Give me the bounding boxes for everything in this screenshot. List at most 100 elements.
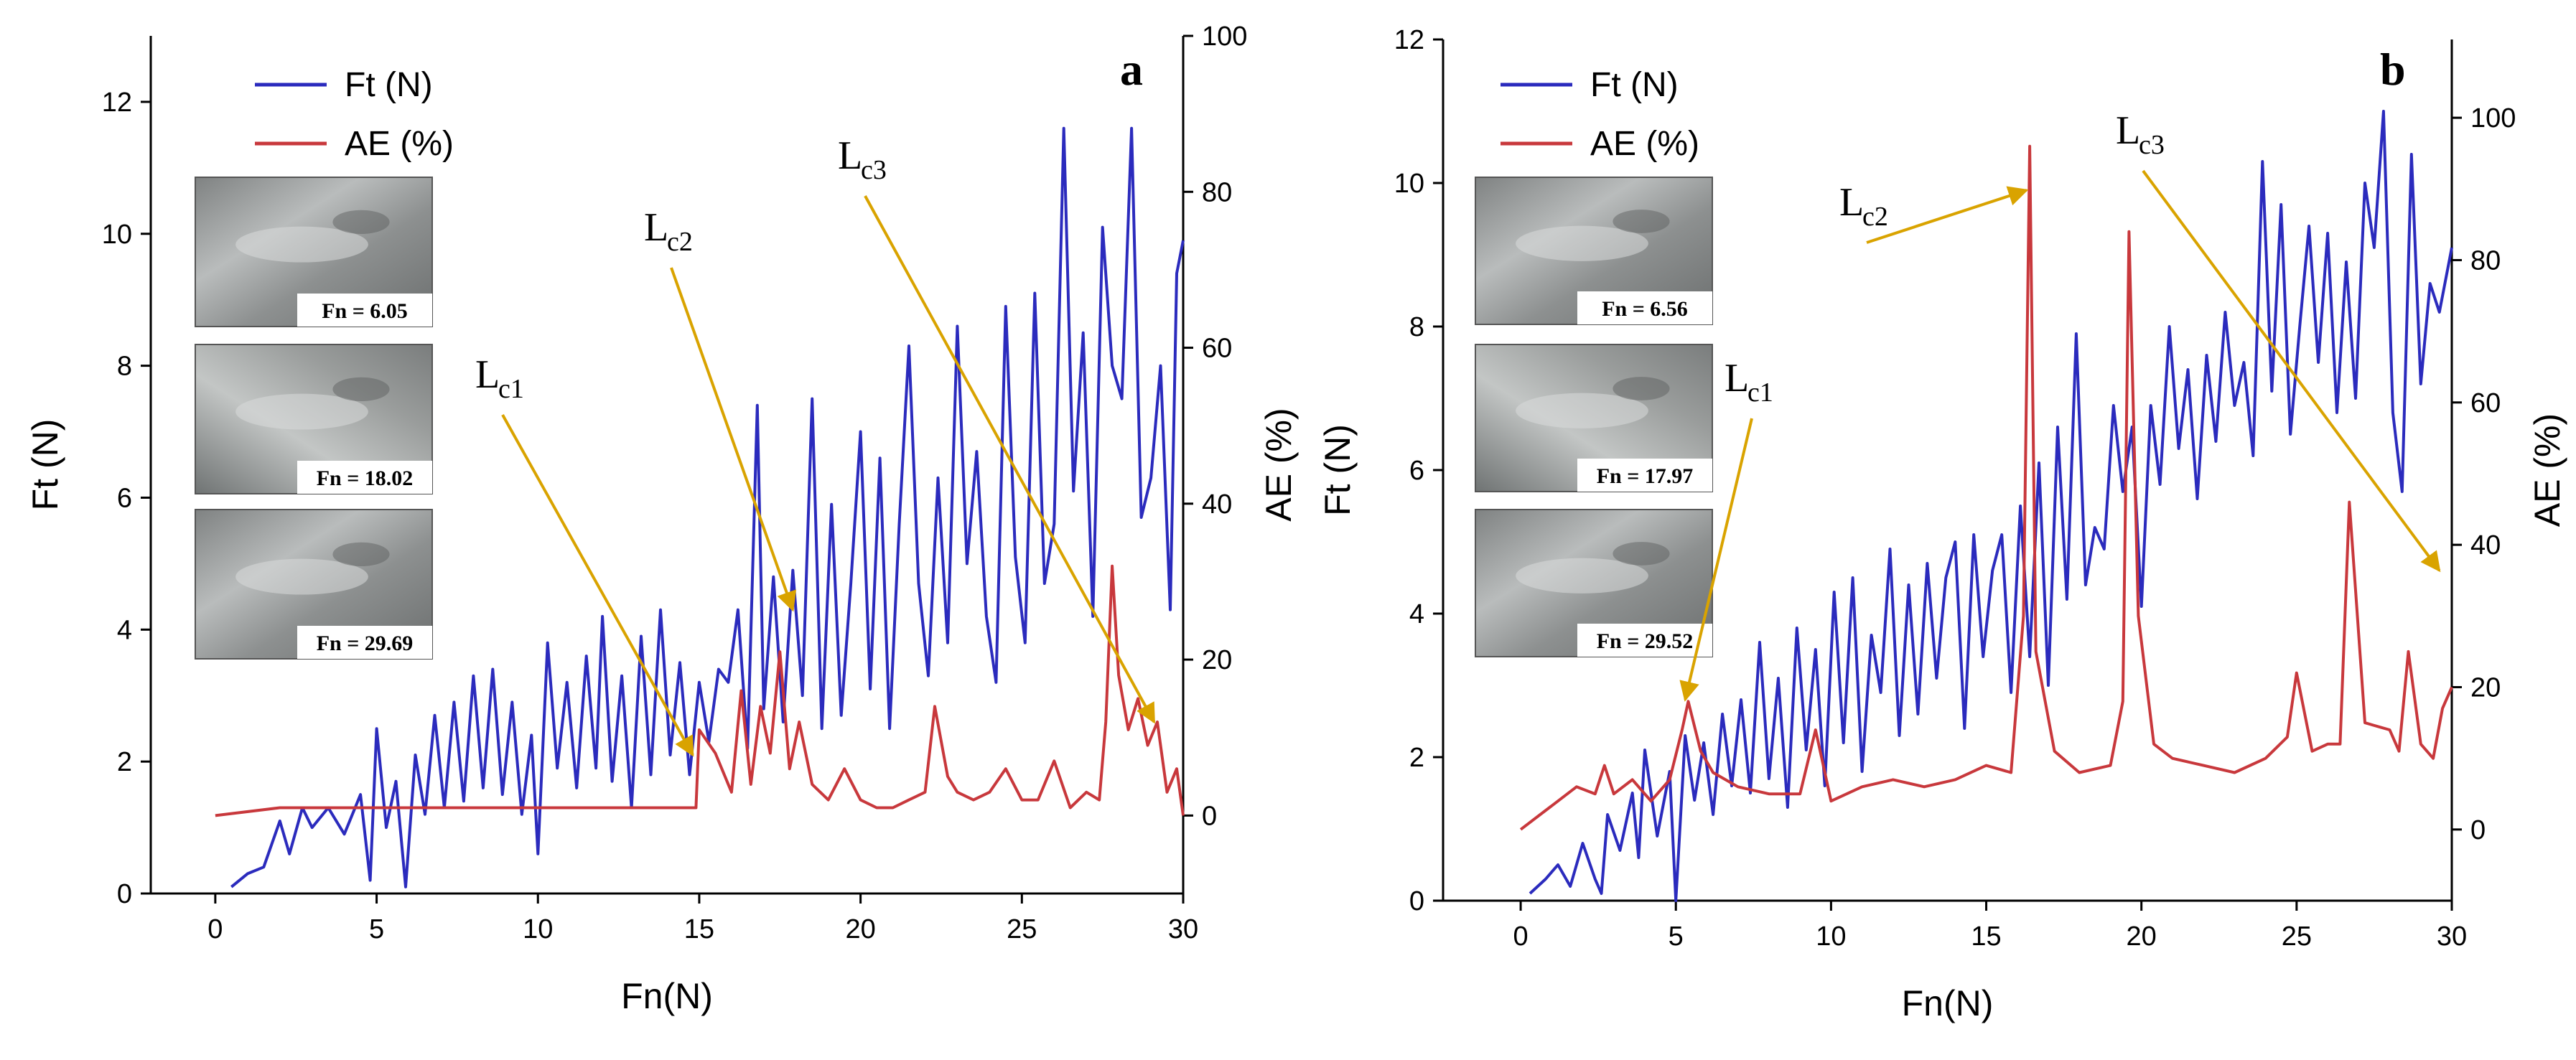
annotation-main: L	[1725, 356, 1749, 400]
annotation-main: L	[644, 205, 668, 250]
y-right-tick-label: 40	[1202, 489, 1232, 520]
y-right-tick-label: 0	[1202, 801, 1217, 831]
y-left-tick-label: 6	[117, 483, 132, 513]
micrograph-shadow	[332, 210, 390, 235]
micrograph-scratch	[235, 558, 368, 595]
panel-b-series	[1519, 110, 2453, 902]
panel-a-axes: 0 5 10 15 20 25 30 0 2 4 6 8 10 12 0 20 40 60 80 100 Fn(N) Ft…	[25, 22, 1299, 1016]
panel-b-letter: b	[2380, 44, 2406, 95]
micrograph-shadow	[1613, 542, 1670, 566]
ft-series-line	[1529, 110, 2453, 902]
y-left-tick-label: 4	[117, 615, 132, 645]
y-left-tick-label: 12	[102, 88, 132, 118]
micrograph-scratch	[1516, 225, 1648, 261]
critical-load-annotation: Lc3	[838, 133, 1156, 724]
micrograph-inset: Fn = 29.69	[195, 509, 433, 660]
annotation-arrow	[501, 414, 694, 757]
y-right-axis-label: AE (%)	[2527, 413, 2567, 527]
legend-ae-label: AE (%)	[1590, 125, 1699, 163]
annotation-arrow	[670, 267, 797, 612]
micrograph-scratch	[1516, 558, 1648, 594]
micrograph-label-bg	[297, 294, 432, 327]
micrograph-label: Fn = 17.97	[1597, 464, 1694, 488]
panel-a-insets: Fn = 6.05 Fn = 18.02 Fn = 29.69	[195, 177, 433, 660]
y-right-tick-label: 80	[1202, 177, 1232, 207]
panel-b-axes: 0 5 10 15 20 25 30 0 2 4 6 8 10 12 0 20 40 60 80 100 Fn(N) Ft…	[1317, 25, 2567, 1023]
y-left-tick-label: 6	[1409, 456, 1424, 486]
x-tick-label: 10	[523, 914, 553, 944]
y-left-tick-label: 0	[1409, 886, 1424, 916]
x-tick-label: 0	[1513, 921, 1529, 952]
x-tick-label: 25	[1007, 914, 1037, 944]
y-left-tick-label: 2	[1409, 743, 1424, 773]
y-left-tick-label: 10	[102, 220, 132, 250]
y-left-axis-label: Ft (N)	[25, 419, 65, 511]
x-tick-label: 30	[1168, 914, 1198, 944]
y-right-tick-label: 60	[2470, 388, 2501, 418]
x-tick-label: 15	[1971, 921, 2001, 952]
micrograph-label-bg	[1577, 459, 1712, 492]
annotation-arrow	[1866, 186, 2029, 244]
annotation-sub: c3	[861, 155, 887, 185]
y-right-tick-label: 100	[2470, 103, 2516, 133]
annotation-main: L	[475, 352, 500, 397]
y-right-tick-label: 40	[2470, 530, 2501, 561]
y-left-tick-label: 2	[117, 747, 132, 777]
annotation-sub: c1	[1747, 377, 1773, 408]
annotation-sub: c1	[498, 374, 524, 404]
micrograph-label: Fn = 6.56	[1602, 297, 1688, 321]
micrograph-label-bg	[297, 461, 432, 494]
annotation-sub: c2	[667, 227, 693, 257]
y-left-tick-label: 0	[117, 879, 132, 909]
micrograph-inset: Fn = 18.02	[195, 344, 433, 494]
x-tick-label: 30	[2437, 921, 2467, 952]
x-tick-label: 5	[369, 914, 384, 944]
y-right-tick-label: 100	[1202, 22, 1247, 52]
micrograph-label: Fn = 6.05	[322, 299, 408, 323]
annotation-main: L	[838, 133, 862, 178]
y-right-tick-label: 60	[1202, 334, 1232, 364]
micrograph-inset: Fn = 29.52	[1475, 509, 1713, 657]
micrograph-inset: Fn = 17.97	[1475, 344, 1713, 492]
y-right-tick-label: 0	[2470, 815, 2486, 845]
x-tick-label: 15	[684, 914, 714, 944]
legend-ft-label: Ft (N)	[345, 66, 433, 104]
ae-series-line	[1519, 144, 2453, 831]
y-right-tick-label: 20	[1202, 645, 1232, 675]
micrograph-label: Fn = 29.69	[317, 632, 414, 655]
legend-ft-label: Ft (N)	[1590, 66, 1679, 104]
micrograph-inset: Fn = 6.56	[1475, 177, 1713, 325]
critical-load-annotation: Lc3	[2116, 108, 2441, 573]
ft-series-line	[230, 126, 1185, 888]
micrograph-label-bg	[1577, 291, 1712, 324]
annotation-arrow	[1679, 418, 1753, 702]
annotation-arrow	[864, 195, 1156, 724]
micrograph-shadow	[332, 377, 390, 402]
micrograph-label-bg	[1577, 624, 1712, 657]
micrograph-label: Fn = 29.52	[1597, 629, 1694, 653]
y-right-axis-label: AE (%)	[1259, 408, 1299, 521]
micrograph-shadow	[1613, 210, 1670, 233]
panel-a-legend: Ft (N) AE (%)	[255, 66, 454, 163]
annotation-main: L	[2116, 108, 2140, 153]
y-left-tick-label: 8	[117, 352, 132, 382]
panel-a-series	[215, 126, 1185, 888]
panel-b-insets: Fn = 6.56 Fn = 17.97 Fn = 29.52	[1475, 177, 1713, 657]
y-left-tick-label: 4	[1409, 599, 1424, 629]
panel-a-letter: a	[1120, 44, 1143, 95]
x-tick-label: 20	[845, 914, 875, 944]
annotation-arrow	[2142, 169, 2441, 573]
y-left-tick-label: 8	[1409, 312, 1424, 342]
x-tick-label: 0	[207, 914, 223, 944]
y-right-tick-label: 80	[2470, 245, 2501, 276]
legend-ae-label: AE (%)	[345, 125, 454, 163]
panel-b: 0 5 10 15 20 25 30 0 2 4 6 8 10 12 0 20 40 60 80 100 Fn(N) Ft…	[1317, 25, 2567, 1023]
x-tick-label: 5	[1669, 921, 1684, 952]
micrograph-label: Fn = 18.02	[317, 466, 414, 490]
micrograph-shadow	[332, 542, 390, 567]
panel-a: 0 5 10 15 20 25 30 0 2 4 6 8 10 12 0 20 40 60 80 100 Fn(N) Ft…	[25, 22, 1299, 1016]
x-tick-label: 20	[2127, 921, 2157, 952]
